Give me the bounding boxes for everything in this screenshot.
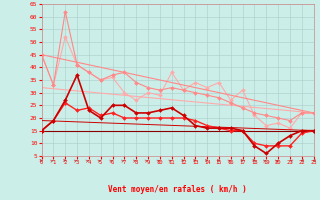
- X-axis label: Vent moyen/en rafales ( km/h ): Vent moyen/en rafales ( km/h ): [108, 185, 247, 194]
